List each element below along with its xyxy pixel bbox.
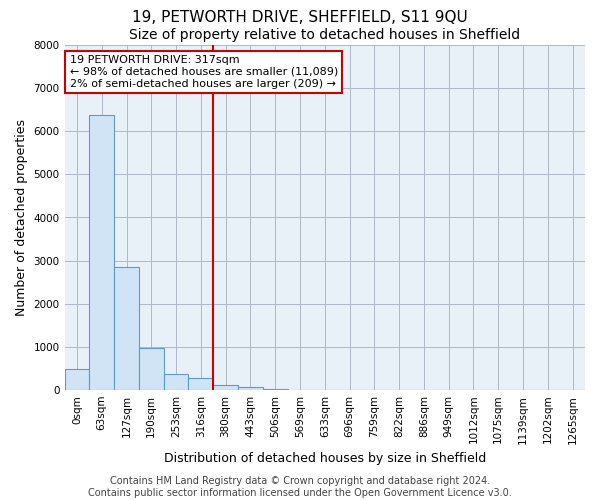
Bar (114, 267, 139, 390)
Bar (263, 389, 287, 390)
Text: 19, PETWORTH DRIVE, SHEFFIELD, S11 9QU: 19, PETWORTH DRIVE, SHEFFIELD, S11 9QU (132, 10, 468, 25)
Text: Contains HM Land Registry data © Crown copyright and database right 2024.
Contai: Contains HM Land Registry data © Crown c… (88, 476, 512, 498)
Bar (213, 385, 238, 390)
Bar (164, 374, 188, 390)
Y-axis label: Number of detached properties: Number of detached properties (15, 119, 28, 316)
Title: Size of property relative to detached houses in Sheffield: Size of property relative to detached ho… (129, 28, 520, 42)
Bar (188, 378, 213, 390)
X-axis label: Distribution of detached houses by size in Sheffield: Distribution of detached houses by size … (164, 452, 486, 465)
Bar (89, 116, 114, 390)
Text: 19 PETWORTH DRIVE: 317sqm
← 98% of detached houses are smaller (11,089)
2% of se: 19 PETWORTH DRIVE: 317sqm ← 98% of detac… (70, 56, 338, 88)
Bar (139, 348, 164, 390)
Bar (65, 370, 89, 390)
Bar (238, 388, 263, 390)
